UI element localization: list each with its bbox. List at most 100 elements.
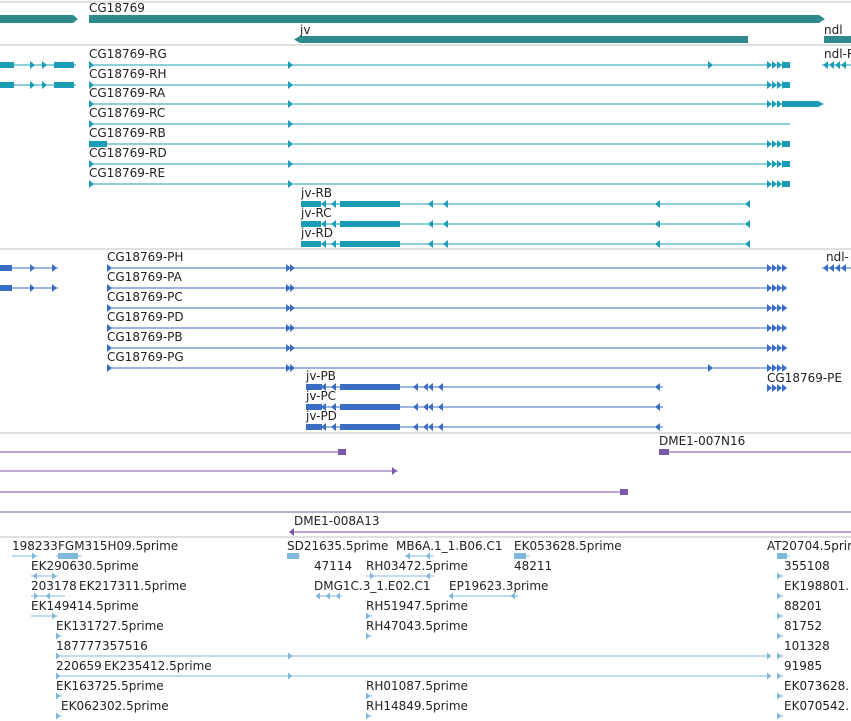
strand-arrow-icon	[655, 383, 660, 391]
strand-arrow-icon	[107, 264, 112, 272]
strand-arrow-icon	[413, 383, 418, 391]
strand-arrow-icon	[772, 384, 777, 392]
strand-arrow-icon	[819, 15, 825, 23]
strand-arrow-icon	[782, 384, 787, 392]
strand-arrow-icon	[782, 304, 787, 312]
label-cg18769-rg: CG18769-RG	[89, 47, 167, 61]
strand-arrow-icon	[777, 384, 782, 392]
gene-bar[interactable]	[0, 15, 73, 23]
strand-arrow-icon	[107, 324, 112, 332]
strand-arrow-icon	[107, 284, 112, 292]
gene-bar-ndl[interactable]	[824, 36, 851, 43]
exon-block	[338, 449, 346, 455]
strand-arrow-icon	[767, 284, 772, 292]
strand-arrow-icon	[321, 403, 326, 411]
strand-arrow-icon	[286, 364, 291, 372]
strand-arrow-icon	[56, 712, 61, 720]
strand-arrow-icon	[777, 81, 782, 89]
label-cg18769-rh: CG18769-RH	[89, 67, 167, 81]
est-label-ek070542: EK070542.	[784, 699, 849, 713]
est-label-ep19623-3prime: EP19623.3prime	[449, 579, 548, 593]
strand-arrow-icon	[767, 364, 772, 372]
strand-arrow-icon	[767, 61, 772, 69]
strand-arrow-icon	[34, 592, 39, 600]
est-label-at20704-5prime: AT20704.5prime	[767, 539, 851, 553]
exon-block	[782, 82, 790, 88]
strand-arrow-icon	[321, 200, 326, 208]
gene-bar-jv[interactable]	[300, 36, 748, 43]
strand-arrow-icon	[32, 552, 37, 560]
strand-arrow-icon	[290, 364, 295, 372]
strand-arrow-icon	[335, 592, 340, 600]
gene-track[interactable]	[0, 15, 851, 43]
strand-arrow-icon	[290, 324, 295, 332]
label-ndl: ndl-	[826, 250, 849, 264]
strand-arrow-icon	[288, 81, 293, 89]
est-label-203178: 203178	[31, 579, 77, 593]
strand-arrow-icon	[777, 572, 782, 580]
label-cg18769-ph: CG18769-PH	[107, 250, 183, 264]
gene-bar-cg18769[interactable]	[89, 15, 819, 23]
strand-arrow-icon	[331, 240, 336, 248]
est-label-48211: 48211	[514, 559, 552, 573]
strand-arrow-icon	[835, 264, 840, 272]
strand-arrow-icon	[73, 15, 78, 23]
strand-arrow-icon	[777, 140, 782, 148]
est-label-ek235412-5prime: EK235412.5prime	[104, 659, 212, 673]
strand-arrow-icon	[325, 592, 330, 600]
strand-arrow-icon	[745, 240, 750, 248]
strand-arrow-icon	[835, 61, 840, 69]
exon-block	[54, 62, 74, 68]
strand-arrow-icon	[52, 264, 57, 272]
strand-arrow-icon	[425, 572, 430, 580]
strand-arrow-icon	[443, 200, 448, 208]
exon-block	[782, 101, 818, 107]
strand-arrow-icon	[767, 140, 772, 148]
strand-arrow-icon	[290, 304, 295, 312]
strand-arrow-icon	[331, 403, 336, 411]
strand-arrow-icon	[777, 304, 782, 312]
label-cg18769-ra: CG18769-RA	[89, 86, 166, 100]
strand-arrow-icon	[423, 383, 428, 391]
strand-arrow-icon	[818, 101, 824, 107]
label-cg18769-pd: CG18769-PD	[107, 310, 184, 324]
strand-arrow-icon	[772, 304, 777, 312]
strand-arrow-icon	[288, 672, 293, 680]
strand-arrow-icon	[777, 632, 782, 640]
label-ndl: ndl	[824, 23, 843, 37]
strand-arrow-icon	[428, 383, 433, 391]
strand-arrow-icon	[829, 264, 834, 272]
strand-arrow-icon	[777, 692, 782, 700]
est-label-47114: 47114	[314, 559, 352, 573]
strand-arrow-icon	[767, 344, 772, 352]
strand-arrow-icon	[366, 712, 371, 720]
label-jv-pb: jv-PB	[305, 369, 336, 383]
label-cg18769: CG18769	[89, 1, 145, 15]
strand-arrow-icon	[423, 403, 428, 411]
est-label-220659: 220659	[56, 659, 102, 673]
strand-arrow-icon	[708, 61, 713, 69]
strand-arrow-icon	[782, 364, 787, 372]
strand-arrow-icon	[782, 284, 787, 292]
est-label-187777: 187777	[56, 639, 102, 653]
strand-arrow-icon	[777, 364, 782, 372]
strand-arrow-icon	[45, 592, 50, 600]
est-label-198233: 198233	[12, 539, 58, 553]
strand-arrow-icon	[413, 403, 418, 411]
strand-arrow-icon	[428, 403, 433, 411]
strand-arrow-icon	[823, 61, 828, 69]
strand-arrow-icon	[89, 61, 94, 69]
strand-arrow-icon	[428, 240, 433, 248]
strand-arrow-icon	[777, 344, 782, 352]
strand-arrow-icon	[772, 81, 777, 89]
strand-arrow-icon	[777, 61, 782, 69]
strand-arrow-icon	[56, 692, 61, 700]
label-cg18769-pg: CG18769-PG	[107, 350, 184, 364]
strand-arrow-icon	[30, 284, 35, 292]
exon-block	[340, 424, 400, 430]
label-jv-rd: jv-RD	[300, 226, 333, 240]
est-label-ek062302-5prime: EK062302.5prime	[61, 699, 169, 713]
strand-arrow-icon	[366, 692, 371, 700]
strand-arrow-icon	[772, 264, 777, 272]
